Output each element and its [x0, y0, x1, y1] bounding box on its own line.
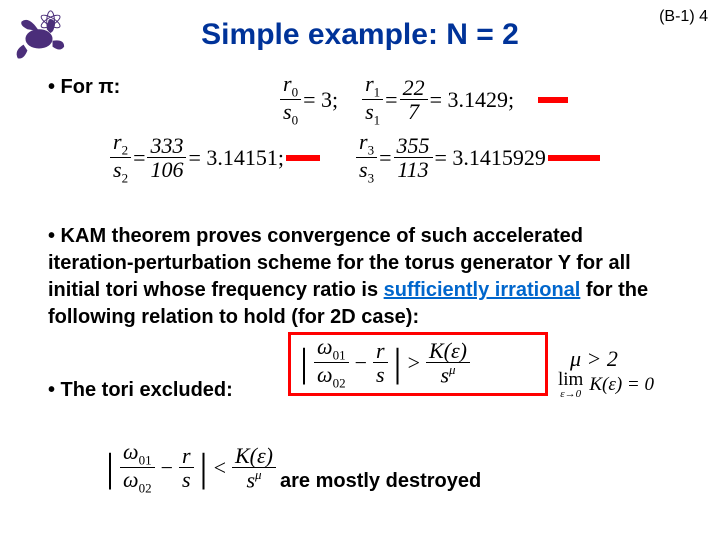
- red-underline-1: [538, 97, 568, 103]
- red-underline-2: [286, 155, 320, 161]
- mostly-destroyed-text: are mostly destroyed: [280, 470, 481, 493]
- sufficiently-irrational-link: sufficiently irrational: [384, 279, 581, 301]
- page-number: (B-1) 4: [659, 8, 708, 26]
- equation-row-1: r0 s0 = 3; r1 s1 = 22 7 = 3.1429;: [280, 72, 568, 127]
- bottom-inequality: | ω01 ω02 − r s | < K(ε) sμ: [106, 440, 276, 495]
- bullet-tori-excluded: • The tori excluded:: [48, 379, 672, 402]
- bullet-kam: • KAM theorem proves convergence of such…: [48, 223, 672, 331]
- slide-title: Simple example: N = 2: [0, 0, 720, 52]
- equation-row-2: r2 s2 = 333 106 = 3.14151; r3 s3 = 355 1…: [110, 130, 600, 185]
- logo-icon: [10, 6, 68, 64]
- red-underline-3: [548, 155, 600, 161]
